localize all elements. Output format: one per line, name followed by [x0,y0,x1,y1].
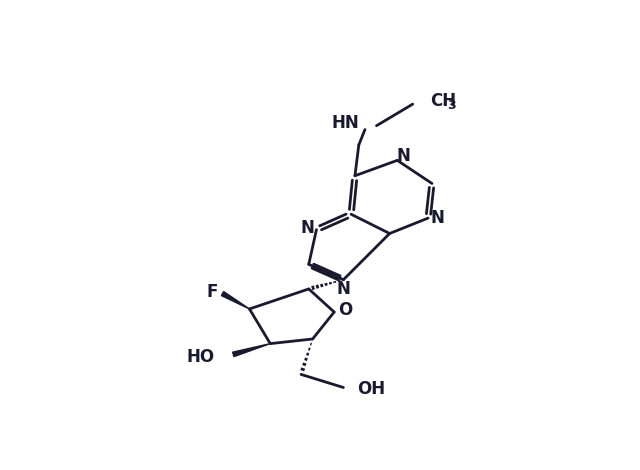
Text: F: F [207,283,218,301]
Polygon shape [221,291,250,309]
Text: N: N [337,280,350,298]
Text: HN: HN [331,114,359,133]
Polygon shape [233,344,270,357]
Text: 3: 3 [447,99,456,112]
Text: N: N [300,219,314,237]
Text: O: O [338,301,352,319]
Text: N: N [397,148,410,165]
Text: CH: CH [429,92,456,110]
Text: OH: OH [357,380,385,398]
Text: N: N [431,209,444,227]
Text: HO: HO [187,348,215,366]
